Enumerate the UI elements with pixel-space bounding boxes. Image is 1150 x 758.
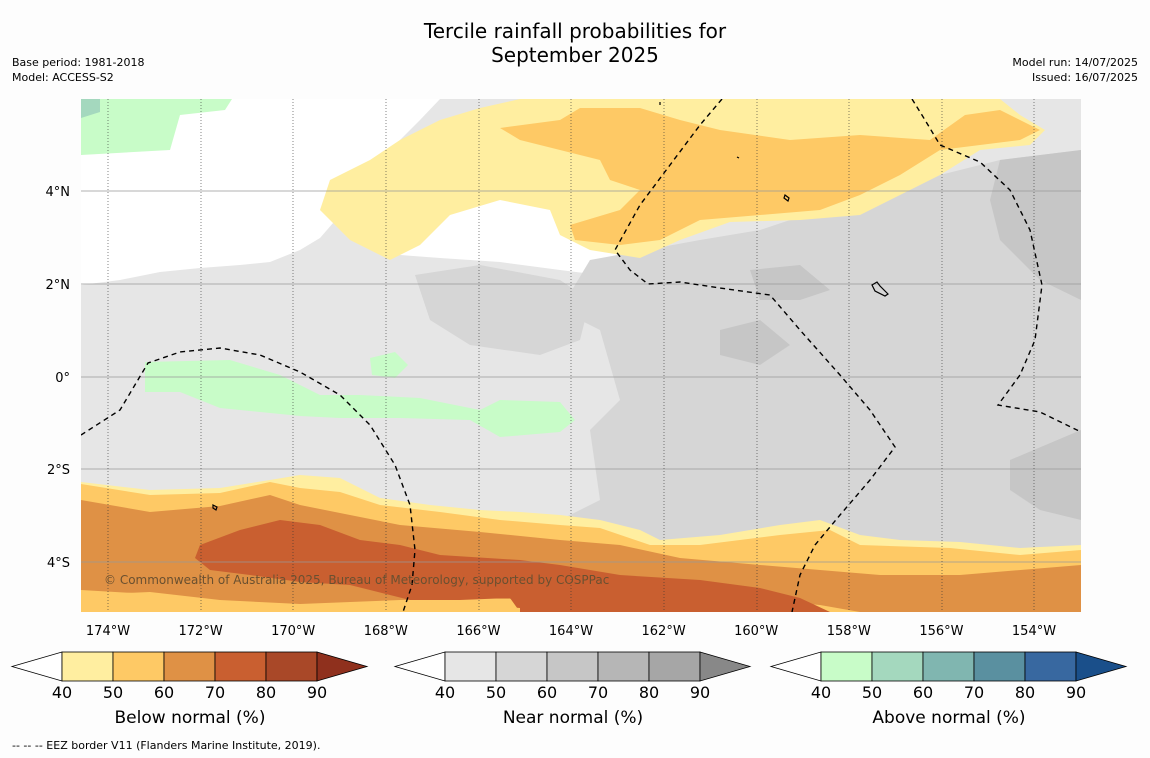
colorbar-over-arrow	[316, 651, 369, 682]
colorbar-under-arrow	[769, 651, 822, 682]
colorbar-tick-label: 70	[964, 683, 984, 702]
meta-right: Model run: 14/07/2025 Issued: 16/07/2025	[1012, 55, 1138, 85]
colorbar-tick-label: 60	[537, 683, 557, 702]
meta-left: Base period: 1981-2018 Model: ACCESS-S2	[12, 55, 144, 85]
colorbar-tick-label: 60	[154, 683, 174, 702]
colorbar-cell	[112, 651, 165, 682]
model-run: Model run: 14/07/2025	[1012, 56, 1138, 69]
colorbar-cell	[871, 651, 924, 682]
footnote-eez: -- -- -- EEZ border V11 (Flanders Marine…	[12, 739, 321, 752]
colorbar-under-arrow	[393, 651, 446, 682]
colorbar-tick-label: 90	[307, 683, 327, 702]
near60-east	[750, 265, 830, 300]
x-tick-label: 166°W	[456, 624, 500, 639]
colorbar-2: 40 50 60 70 80 90	[769, 651, 1128, 702]
colorbar-cell	[820, 651, 873, 682]
issued-date: Issued: 16/07/2025	[1031, 71, 1138, 84]
colorbar-over-arrow	[699, 651, 752, 682]
x-tick-label: 170°W	[271, 624, 315, 639]
y-tick-label: 2°N	[46, 278, 71, 293]
above-normal-eq-2	[370, 352, 408, 378]
y-tick-label: 4°N	[46, 185, 71, 200]
y-axis-ticks: 4°N 2°N 0° 2°S 4°S	[46, 185, 71, 571]
y-tick-label: 4°S	[47, 556, 70, 571]
y-tick-label: 2°S	[47, 463, 70, 478]
colorbar-tick-label: 70	[205, 683, 225, 702]
near50-west	[415, 265, 590, 355]
base-period: Base period: 1981-2018	[12, 56, 145, 69]
above50-nw	[81, 99, 100, 118]
above-normal-nw	[81, 99, 232, 155]
colorbar-over-arrow	[1075, 651, 1128, 682]
colorbar-cell	[444, 651, 497, 682]
colorbar-tick-label: 40	[52, 683, 72, 702]
colorbar-tick-label: 80	[639, 683, 659, 702]
copyright-text: © Commonwealth of Australia 2025, Bureau…	[104, 573, 609, 587]
below70-south	[195, 520, 830, 612]
legend-title-near: Near normal (%)	[502, 708, 644, 728]
colorbar-0: 40 50 60 70 80 90	[10, 651, 369, 702]
x-tick-label: 168°W	[364, 624, 408, 639]
colorbar-cell	[973, 651, 1026, 682]
colorbar-cell	[922, 651, 975, 682]
colorbar-tick-label: 80	[1015, 683, 1035, 702]
colorbar-cell	[648, 651, 701, 682]
map-title: Tercile rainfall probabilities for Septe…	[0, 19, 1150, 67]
colorbar-1: 40 50 60 70 80 90	[393, 651, 752, 702]
x-tick-label: 160°W	[734, 624, 778, 639]
x-tick-label: 158°W	[827, 624, 871, 639]
colorbar-tick-label: 90	[690, 683, 710, 702]
colorbar-tick-label: 60	[913, 683, 933, 702]
x-tick-label: 154°W	[1012, 624, 1056, 639]
above-normal-eq	[145, 360, 575, 437]
colorbar-tick-label: 80	[256, 683, 276, 702]
lat-gridlines	[81, 190, 1081, 563]
x-tick-label: 174°W	[86, 624, 130, 639]
near60-east-3	[990, 150, 1081, 300]
x-tick-label: 164°W	[549, 624, 593, 639]
x-axis-ticks: 174°W 172°W 170°W 168°W 166°W 164°W 162°W 160°W…	[86, 624, 1056, 639]
colorbar-cell	[597, 651, 650, 682]
colorbar-cell	[1024, 651, 1077, 682]
colorbar-tick-label: 50	[486, 683, 506, 702]
x-tick-label: 162°W	[642, 624, 686, 639]
below50-sw	[81, 590, 520, 612]
below50-north	[500, 108, 1040, 245]
title-line-1: Tercile rainfall probabilities for	[423, 19, 727, 43]
model-name: Model: ACCESS-S2	[12, 71, 114, 84]
legend-title-above: Above normal (%)	[872, 708, 1026, 728]
colorbar-under-arrow	[10, 651, 63, 682]
near60-east-2	[720, 320, 790, 365]
islands	[212, 102, 889, 511]
colorbar-tick-label: 50	[862, 683, 882, 702]
eez-borders	[81, 99, 1081, 612]
colorbar-tick-label: 50	[103, 683, 123, 702]
colorbar-cell	[61, 651, 114, 682]
colorbar-tick-label: 90	[1066, 683, 1086, 702]
colorbar-tick-label: 70	[588, 683, 608, 702]
legend-title-below: Below normal (%)	[114, 708, 266, 728]
title-line-2: September 2025	[491, 43, 659, 67]
near50-east	[560, 150, 1081, 612]
colorbar-legends: 40 50 60 70 80 90 40 50 60 70 80 90 40 50 60 70 80 90	[10, 651, 1128, 702]
colorbar-cell	[546, 651, 599, 682]
colorbar-cell	[265, 651, 318, 682]
colorbar-tick-label: 40	[811, 683, 831, 702]
y-tick-label: 0°	[55, 371, 70, 386]
near60-east-4	[1010, 430, 1081, 520]
x-tick-label: 156°W	[919, 624, 963, 639]
colorbar-cell	[214, 651, 267, 682]
x-tick-label: 172°W	[179, 624, 223, 639]
colorbar-tick-label: 40	[435, 683, 455, 702]
colorbar-cell	[495, 651, 548, 682]
colorbar-cell	[163, 651, 216, 682]
